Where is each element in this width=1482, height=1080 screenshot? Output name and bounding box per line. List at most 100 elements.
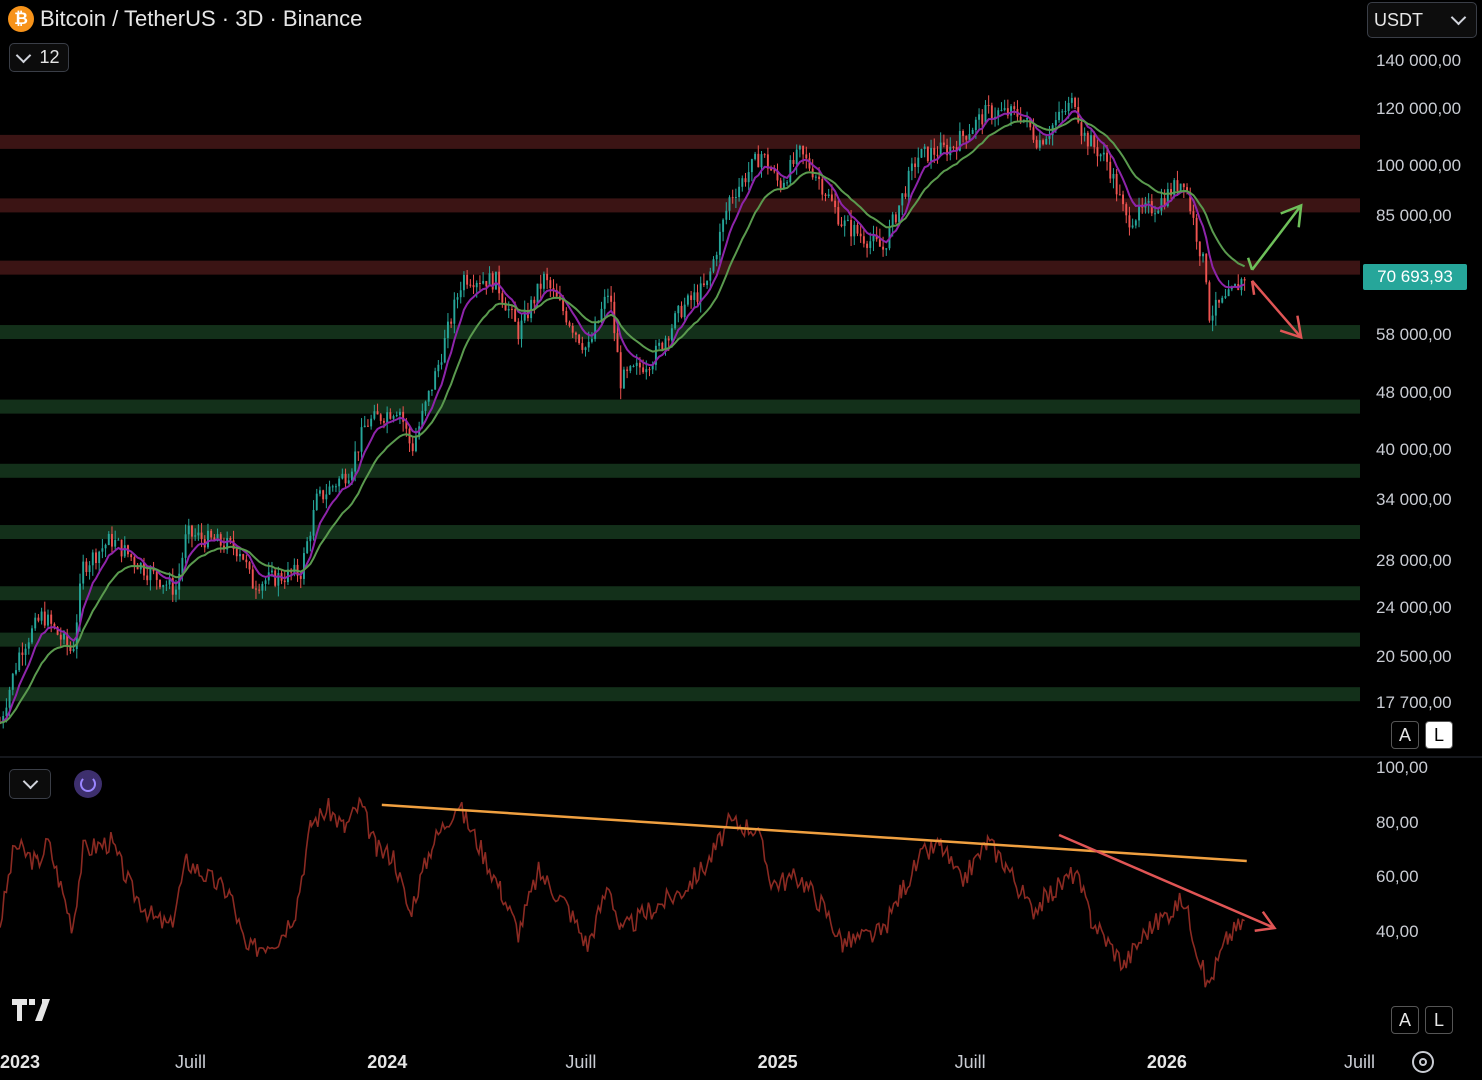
candle-body-220 bbox=[702, 283, 705, 286]
candle-body-146 bbox=[466, 274, 469, 285]
time-axis-tick: Juill bbox=[1343, 1052, 1375, 1072]
candle-body-109 bbox=[347, 480, 350, 484]
candle-body-185 bbox=[590, 338, 593, 342]
candle-body-73 bbox=[232, 540, 235, 549]
projection-arrow-tail-down bbox=[1250, 280, 1256, 296]
rsi-auto-scale-button[interactable]: A bbox=[1391, 1006, 1419, 1034]
candle-body-199 bbox=[635, 362, 638, 366]
candle-body-118 bbox=[376, 411, 379, 415]
candle-body-36 bbox=[114, 539, 117, 547]
candle-body-132 bbox=[421, 410, 424, 427]
resistance-zone-1 bbox=[0, 198, 1360, 213]
auto-scale-button[interactable]: A bbox=[1391, 721, 1419, 749]
rsi-axis-tick: 60,00 bbox=[1376, 867, 1419, 887]
candle-body-244 bbox=[779, 180, 782, 189]
candle-body-95 bbox=[302, 553, 305, 579]
candle-body-138 bbox=[440, 362, 443, 365]
candle-body-149 bbox=[475, 282, 478, 288]
candle-body-135 bbox=[430, 389, 433, 391]
price-axis-tick: 17 700,00 bbox=[1376, 692, 1452, 712]
candle-body-249 bbox=[795, 149, 798, 164]
last-price-label: 70 693,93 bbox=[1363, 264, 1467, 290]
candle-body-372 bbox=[1189, 192, 1192, 212]
candle-body-145 bbox=[462, 274, 465, 291]
candle-body-61 bbox=[194, 535, 197, 537]
rsi-line bbox=[0, 796, 1245, 988]
candle-body-45 bbox=[143, 563, 145, 576]
candle-body-10 bbox=[31, 628, 33, 643]
candle-body-355 bbox=[1134, 220, 1137, 226]
candle-body-354 bbox=[1131, 225, 1134, 228]
rsi-collapse-button[interactable] bbox=[9, 769, 51, 799]
candle-body-28 bbox=[88, 565, 91, 573]
candle-body-338 bbox=[1080, 122, 1083, 136]
candle-body-195 bbox=[622, 369, 625, 389]
candle-body-375 bbox=[1198, 241, 1201, 257]
candle-body-169 bbox=[539, 283, 542, 289]
candle-body-253 bbox=[808, 158, 811, 169]
candle-body-326 bbox=[1042, 140, 1045, 145]
candle-body-160 bbox=[510, 308, 513, 310]
candle-body-310 bbox=[990, 105, 993, 119]
candle-body-292 bbox=[933, 147, 936, 155]
candle-body-325 bbox=[1038, 140, 1041, 148]
candle-body-385 bbox=[1230, 287, 1233, 290]
rsi-log-scale-button[interactable]: L bbox=[1425, 1006, 1453, 1034]
candle-body-107 bbox=[341, 473, 344, 479]
candle-body-2 bbox=[5, 707, 8, 717]
candle-body-13 bbox=[40, 611, 43, 621]
candle-body-12 bbox=[37, 617, 40, 621]
candle-body-277 bbox=[885, 248, 888, 250]
candle-body-141 bbox=[450, 321, 453, 324]
candle-body-281 bbox=[898, 205, 901, 223]
candle-body-209 bbox=[667, 338, 670, 341]
support-zone-7 bbox=[0, 586, 1360, 601]
candle-body-104 bbox=[331, 486, 334, 488]
candle-body-16 bbox=[50, 614, 53, 624]
price-axis-tick: 140 000,00 bbox=[1376, 51, 1462, 71]
candle-body-198 bbox=[632, 365, 635, 367]
candle-body-119 bbox=[379, 414, 382, 421]
candle-body-42 bbox=[133, 557, 136, 565]
candle-body-35 bbox=[111, 533, 113, 547]
candle-body-229 bbox=[731, 197, 734, 199]
candle-body-172 bbox=[549, 280, 552, 289]
time-axis-tick: Juill bbox=[175, 1052, 207, 1072]
candle-body-290 bbox=[926, 146, 929, 162]
candle-body-300 bbox=[958, 130, 961, 151]
candle-body-217 bbox=[693, 292, 696, 300]
candle-body-282 bbox=[901, 193, 904, 206]
log-scale-button[interactable]: L bbox=[1425, 721, 1453, 749]
indicator-count: 12 bbox=[39, 47, 60, 67]
candle-body-280 bbox=[894, 214, 897, 223]
rsi-axis-tick: 80,00 bbox=[1376, 812, 1419, 832]
candle-body-86 bbox=[274, 570, 277, 586]
candle-body-167 bbox=[533, 299, 536, 304]
symbol-header[interactable]: ₿ Bitcoin / TetherUS · 3D · Binance bbox=[8, 6, 362, 32]
candle-body-379 bbox=[1211, 315, 1214, 321]
candle-body-359 bbox=[1147, 201, 1150, 203]
candle-body-309 bbox=[987, 105, 990, 107]
candle-body-291 bbox=[930, 147, 933, 162]
candle-body-23 bbox=[72, 649, 75, 651]
candle-body-9 bbox=[27, 642, 30, 649]
candle-body-243 bbox=[776, 170, 779, 181]
sync-icon[interactable] bbox=[74, 770, 102, 798]
candle-body-106 bbox=[338, 478, 341, 487]
price-axis-tick: 40 000,00 bbox=[1376, 439, 1452, 459]
time-axis-tick: 2024 bbox=[367, 1052, 408, 1072]
candle-body-186 bbox=[594, 322, 597, 339]
currency-selector[interactable]: USDT bbox=[1367, 2, 1477, 38]
candle-body-235 bbox=[750, 159, 753, 173]
candle-body-63 bbox=[200, 532, 203, 540]
candle-body-382 bbox=[1221, 297, 1224, 303]
candle-body-224 bbox=[715, 254, 718, 260]
candle-body-324 bbox=[1035, 139, 1038, 148]
candle-body-155 bbox=[494, 271, 497, 290]
settings-gear-icon[interactable] bbox=[1412, 1051, 1434, 1073]
candle-body-120 bbox=[382, 420, 385, 423]
candle-body-33 bbox=[104, 544, 107, 549]
candle-body-105 bbox=[334, 486, 337, 488]
indicator-collapse-button[interactable]: 12 bbox=[9, 43, 69, 72]
